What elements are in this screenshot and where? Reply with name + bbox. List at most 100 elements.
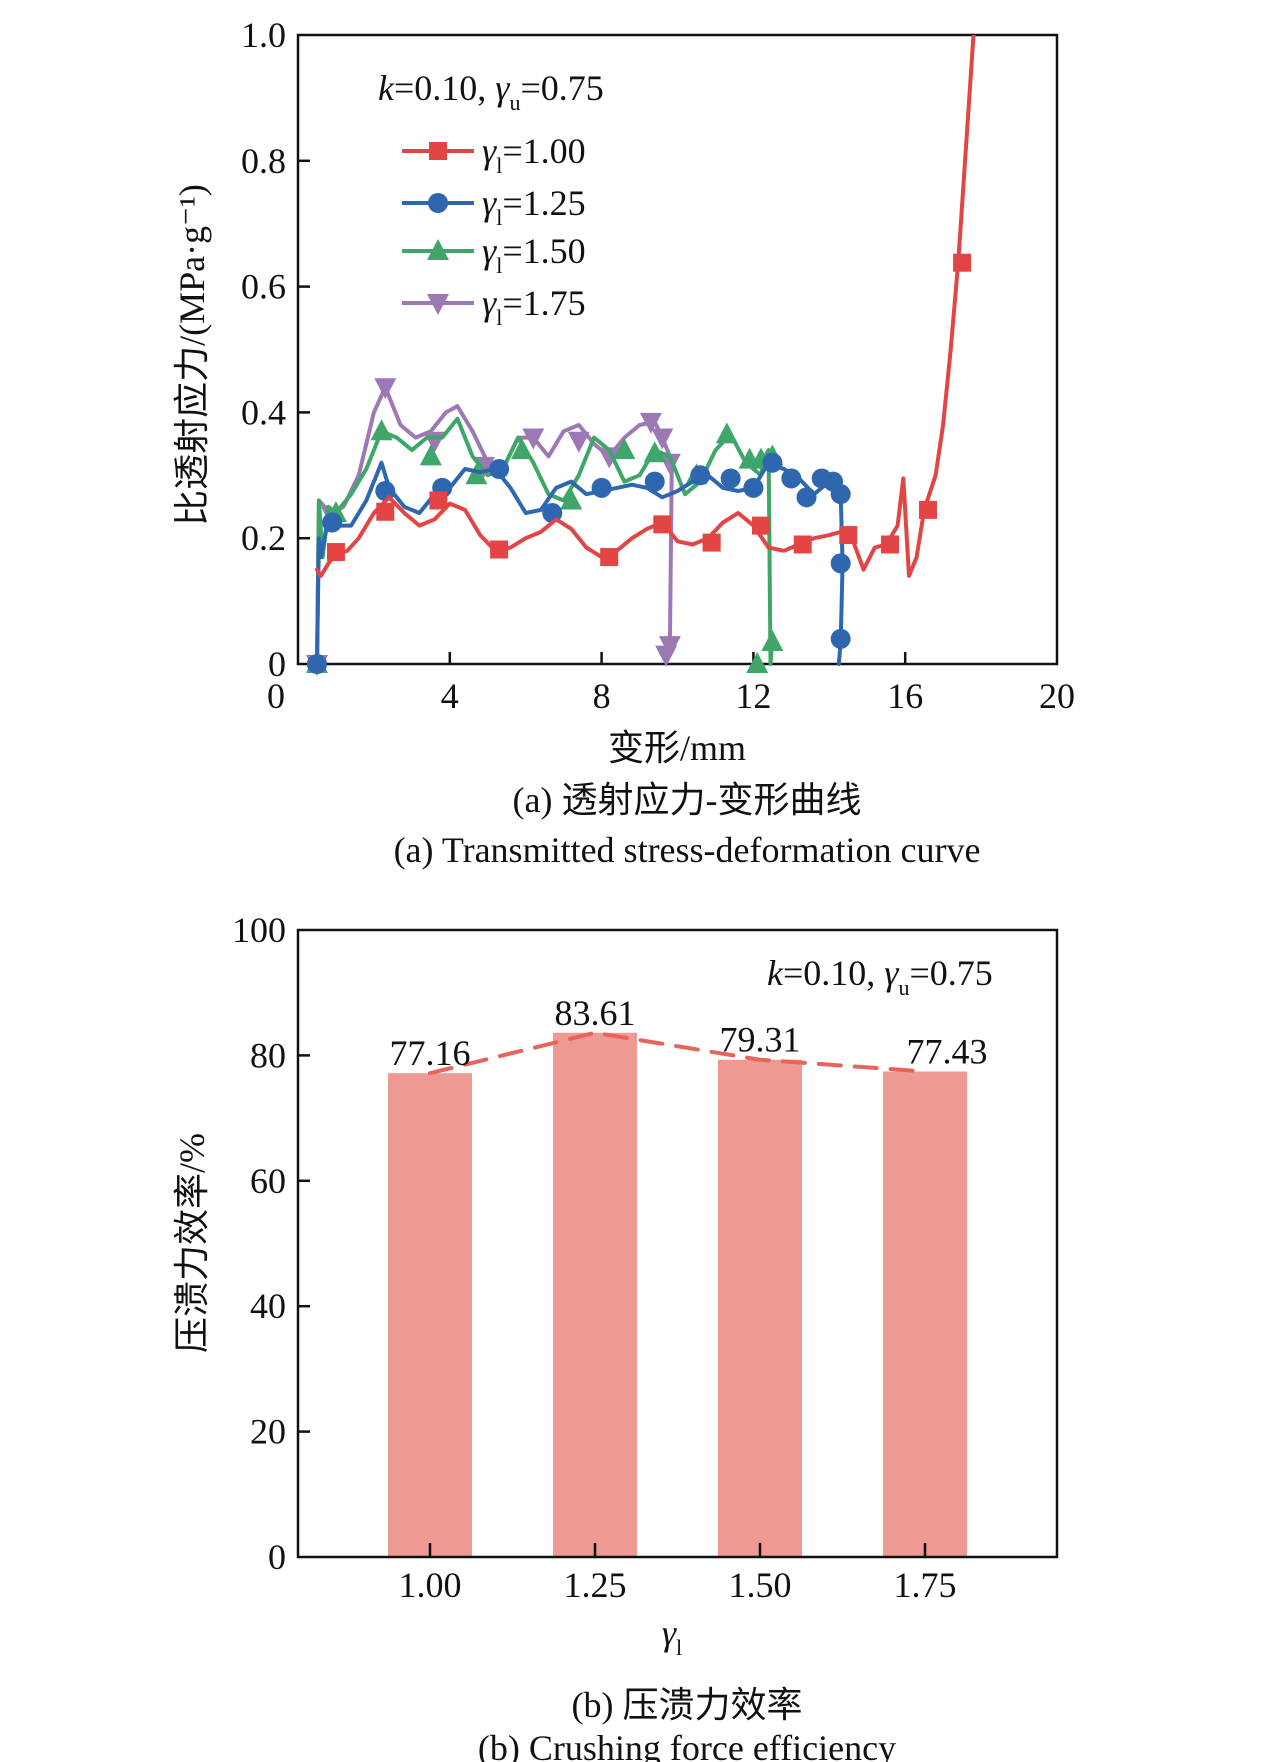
series-marker [306,654,327,674]
series-marker [639,412,662,434]
series-marker [746,652,769,673]
trend-line [428,1030,927,1076]
series-marker [761,629,784,651]
legend-marker [427,239,449,260]
legend-item: γl=1.50 [402,231,586,278]
series-marker [751,516,770,535]
legend-marker [429,142,447,160]
chart-b-bars [388,1032,967,1557]
chart-a-y-tick-label: 0 [268,644,286,684]
series-marker [830,553,851,574]
chart-a-plot-frame [296,33,1059,666]
bar-1.75 [883,1071,967,1557]
legend-label: γl=1.00 [482,131,586,178]
series-marker [658,453,681,475]
series-marker [326,543,345,562]
bar-data-label: 83.61 [555,993,636,1033]
chart-b-x-tick-label: 1.25 [564,1565,627,1605]
series-marker [762,452,783,473]
series-marker [376,502,395,521]
legend-marker [428,193,448,213]
chart-b-caption-cn: (b) 压溃力效率 [572,1685,803,1725]
series-marker [781,468,802,489]
legend-label: γl=1.50 [482,231,586,278]
chart-a-x-tick-label: 20 [1039,676,1075,716]
legend-item: γl=1.00 [402,131,586,178]
chart-b-x-tick-label: 1.00 [399,1565,462,1605]
series-line [315,35,976,578]
chart-b-x-tick-label: 1.75 [894,1565,957,1605]
series-marker [374,378,397,400]
chart-b-x-axis-title: γl [662,1613,682,1660]
series-marker [830,484,851,505]
chart-a-x-tick-label: 0 [267,676,285,716]
chart-a-x-tick-label: 8 [593,676,611,716]
series-triangle-down-3 [305,378,681,676]
bar-data-label: 77.16 [390,1033,471,1073]
chart-b-y-tick-label: 20 [250,1412,286,1452]
chart-b-plot-frame [296,928,1059,1559]
series-marker [522,428,545,450]
chart-a-y-tick-label: 1.0 [241,15,286,55]
chart-a-y-tick-label: 0.2 [241,518,286,558]
legend-label: γl=1.75 [482,283,586,330]
chart-a-caption-en: (a) Transmitted stress-deformation curve [394,830,981,870]
chart-a-y-tick-label: 0.8 [241,141,286,181]
series-marker [830,628,851,649]
chart-a-x-tick-label: 16 [887,676,923,716]
series-marker [655,645,678,667]
chart-b-y-ticks: 0 20 40 60 80 100 [232,910,310,1577]
chart-a-y-ticks: 0 0.2 0.4 0.6 0.8 1.0 [241,15,310,684]
series-marker [953,253,972,272]
chart-b-x-ticks: 1.00 1.25 1.50 1.75 [399,1543,957,1605]
series-marker [489,459,510,480]
series-marker [490,540,509,559]
series-marker [918,500,937,519]
chart-a-x-ticks: 0 4 8 12 16 20 [267,652,1075,716]
legend-item: γl=1.75 [402,283,586,330]
series-marker [702,533,721,552]
series-square-0 [315,35,976,578]
series-marker [881,535,900,554]
series-marker [839,526,858,545]
chart-a-stress-deformation: 0 0.2 0.4 0.6 0.8 1.0 0 4 8 12 16 20 k=0.10, γu=0.… [172,15,1075,870]
chart-a-y-tick-label: 0.6 [241,267,286,307]
chart-a-x-axis-title: 变形/mm [608,728,746,768]
chart-a-y-tick-label: 0.4 [241,392,286,432]
series-marker [690,465,711,486]
bar-1.25 [553,1032,637,1557]
bar-1.50 [718,1059,802,1557]
chart-a-x-tick-label: 4 [441,676,459,716]
chart-a-annotation: k=0.10, γu=0.75 [378,68,604,115]
bar-1.00 [388,1073,472,1557]
series-marker [644,471,665,492]
chart-b-annotation: k=0.10, γu=0.75 [767,953,993,1000]
series-marker [715,422,738,444]
chart-a-caption-cn: (a) 透射应力-变形曲线 [513,780,862,820]
chart-b-y-tick-label: 100 [232,910,286,950]
series-marker [419,444,442,466]
bar-data-label: 77.43 [907,1032,988,1072]
legend-marker [427,294,449,315]
series-marker [651,428,674,450]
chart-b-x-tick-label: 1.50 [729,1565,792,1605]
legend-label: γl=1.25 [482,183,586,230]
series-marker [591,477,612,498]
chart-b-y-tick-label: 40 [250,1286,286,1326]
series-marker [743,477,764,498]
chart-b-trend-line [428,1030,927,1076]
chart-b-y-tick-label: 0 [268,1537,286,1577]
series-marker [510,438,533,460]
chart-b-caption-en: (b) Crushing force efficiency [478,1728,896,1762]
series-marker [567,431,590,453]
legend-item: γl=1.25 [402,183,586,230]
series-marker [429,491,448,510]
chart-a-y-axis-title: 比透射应力/(MPa·g⁻¹) [172,184,212,526]
series-marker [465,463,488,485]
series-marker [370,419,393,441]
series-line [315,460,845,666]
chart-b-crushing-efficiency: 0 20 40 60 80 100 1.00 1.25 1.50 1.75 77.16 83.61… [172,910,1059,1762]
chart-b-y-tick-label: 60 [250,1161,286,1201]
